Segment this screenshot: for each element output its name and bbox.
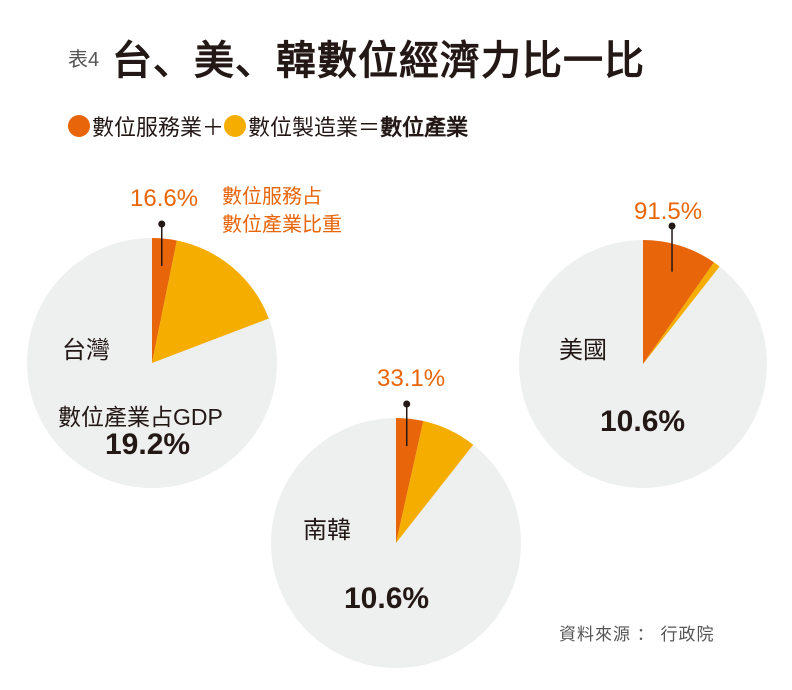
pie-korea-leader-dot: [403, 400, 411, 408]
chart-title: 台、美、韓數位經濟力比一比: [112, 39, 645, 83]
pie-taiwan-manufacturing-slice: [152, 240, 269, 363]
pie-us-leader-dot: [668, 222, 676, 230]
legend-manufacturing-label: 數位製造業: [248, 115, 359, 140]
pie-us-total: 10.6%: [600, 405, 686, 438]
gdp-label: 數位產業占GDP: [58, 404, 223, 430]
pie-korea-name: 南韓: [303, 517, 351, 544]
legend-manufacturing-swatch: [224, 115, 247, 137]
pie-us-name: 美國: [559, 337, 607, 364]
pie-korea-manufacturing-slice: [396, 421, 474, 543]
pie-korea-service-slice: [396, 418, 424, 543]
legend-industry-label: 數位產業: [380, 115, 469, 140]
title-prefix: 表4: [68, 49, 100, 71]
pie-taiwan-service-slice: [152, 238, 177, 363]
pie-taiwan-service-label: 16.6%: [130, 185, 199, 212]
pie-korea-total: 10.6%: [344, 582, 430, 615]
annotation-line1: 數位服務占: [222, 186, 322, 208]
legend-plus: ＋: [202, 115, 225, 140]
pie-us-service-slice: [643, 240, 714, 364]
pie-korea-service-label: 33.1%: [377, 365, 446, 392]
source-note: 資料來源 ： 行政院: [559, 625, 715, 644]
legend-service-swatch: [68, 115, 90, 137]
pie-us-manufacturing-slice: [643, 262, 720, 364]
legend-equals: ＝: [358, 115, 381, 140]
pie-taiwan-total: 19.2%: [105, 428, 191, 461]
legend-service-label: 數位服務業: [92, 115, 203, 140]
pie-us-service-label: 91.5%: [634, 198, 703, 225]
annotation: 數位服務占 數位產業比重: [222, 183, 342, 239]
legend: 數位服務業 ＋ 數位製造業 ＝ 數位產業: [68, 110, 468, 142]
annotation-line2: 數位產業比重: [222, 214, 342, 236]
pie-taiwan-leader-dot: [158, 220, 166, 228]
pie-taiwan-name: 台灣: [62, 337, 110, 364]
